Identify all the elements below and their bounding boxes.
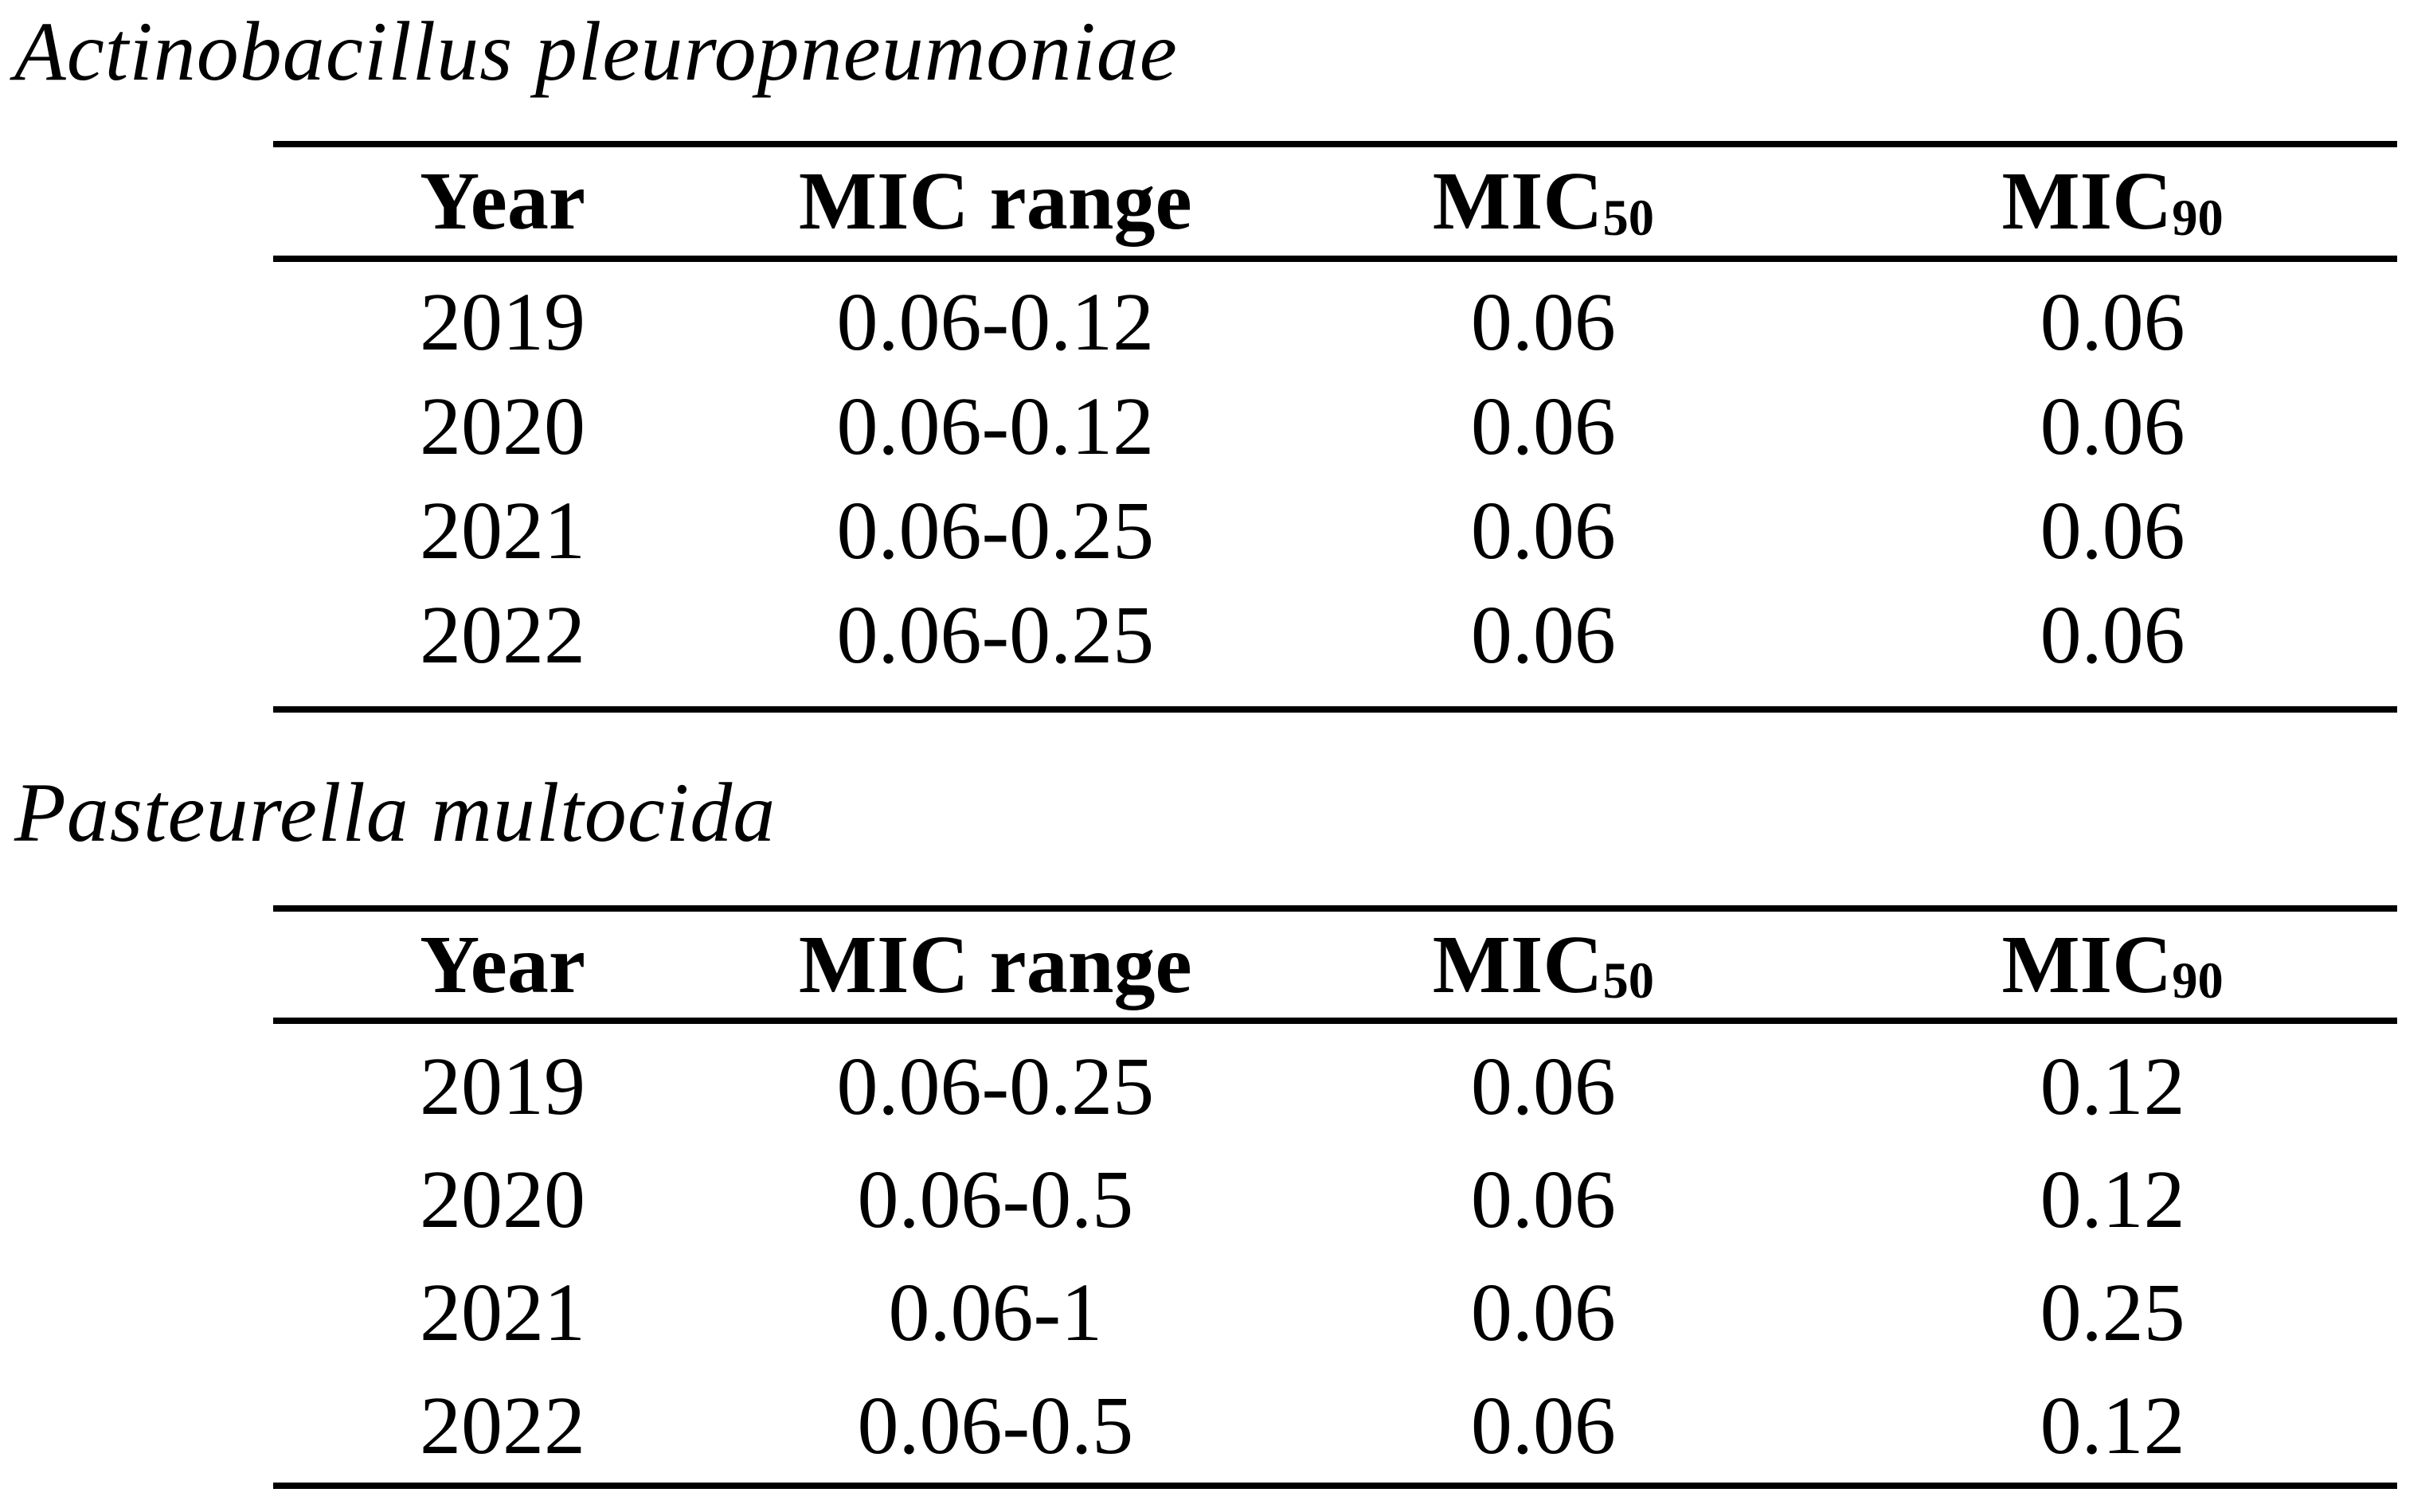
column-header-year: Year — [420, 155, 585, 247]
table-row: 2021 0.06-1 0.06 0.25 — [273, 1256, 2397, 1369]
column-header-mic50: MIC50 — [1258, 923, 1828, 1010]
mic90-cell: 0.25 — [2040, 1267, 2185, 1358]
mic50-subscript: 50 — [1602, 189, 1654, 246]
mic50-subscript: 50 — [1602, 952, 1654, 1010]
table-row: 2020 0.06-0.12 0.06 0.06 — [273, 374, 2397, 479]
species-title-actinobacillus: Actinobacillus pleuropneumoniae — [14, 5, 1178, 98]
table-header-row: Year MIC range MIC50 MIC90 — [273, 147, 2397, 256]
mic-table-pasteurella: Year MIC range MIC50 MIC90 2019 0.06-0.2… — [273, 905, 2397, 1489]
column-header-mic-range: MIC range — [798, 155, 1192, 247]
mic90-cell: 0.06 — [2040, 380, 2185, 472]
mic-range-cell: 0.06-0.12 — [836, 380, 1155, 472]
mic50-cell: 0.06 — [1470, 484, 1616, 576]
table-row: 2022 0.06-0.25 0.06 0.06 — [273, 583, 2397, 687]
mic90-cell: 0.06 — [2040, 588, 2185, 681]
mic90-cell: 0.06 — [2040, 275, 2185, 368]
table-row: 2019 0.06-0.12 0.06 0.06 — [273, 270, 2397, 374]
year-cell: 2021 — [420, 1267, 586, 1358]
mic-range-cell: 0.06-0.5 — [857, 1154, 1134, 1245]
mic90-cell: 0.12 — [2040, 1041, 2185, 1132]
table-rule-top — [273, 905, 2397, 912]
mic90-subscript: 90 — [2172, 952, 2224, 1010]
mic-range-cell: 0.06-0.25 — [836, 1041, 1155, 1132]
mic90-cell: 0.12 — [2040, 1380, 2185, 1471]
year-cell: 2022 — [420, 588, 586, 681]
table-row: 2022 0.06-0.5 0.06 0.12 — [273, 1369, 2397, 1483]
mic-range-cell: 0.06-0.12 — [836, 275, 1155, 368]
year-cell: 2020 — [420, 380, 586, 472]
table-rule-bottom — [273, 706, 2397, 713]
table-row: 2019 0.06-0.25 0.06 0.12 — [273, 1030, 2397, 1143]
table-rule-bottom — [273, 1483, 2397, 1489]
table-header-row: Year MIC range MIC50 MIC90 — [273, 912, 2397, 1018]
table-rule-top — [273, 141, 2397, 147]
column-header-mic90: MIC90 — [1828, 160, 2397, 246]
column-header-mic-range: MIC range — [798, 918, 1192, 1010]
mic50-cell: 0.06 — [1470, 1267, 1616, 1358]
year-cell: 2019 — [420, 275, 586, 368]
mic-range-cell: 0.06-0.25 — [836, 484, 1155, 576]
mic-range-cell: 0.06-1 — [888, 1267, 1103, 1358]
mic50-cell: 0.06 — [1470, 1380, 1616, 1471]
table-rule-header-separator — [273, 256, 2397, 262]
mic50-base: MIC — [1432, 155, 1603, 247]
mic50-cell: 0.06 — [1470, 380, 1616, 472]
table-row: 2021 0.06-0.25 0.06 0.06 — [273, 479, 2397, 583]
year-cell: 2022 — [420, 1380, 586, 1471]
mic90-cell: 0.06 — [2040, 484, 2185, 576]
mic90-base: MIC — [2001, 918, 2173, 1010]
mic50-cell: 0.06 — [1470, 1154, 1616, 1245]
mic-range-cell: 0.06-0.5 — [857, 1380, 1134, 1471]
table-row: 2020 0.06-0.5 0.06 0.12 — [273, 1143, 2397, 1256]
mic-table-actinobacillus: Year MIC range MIC50 MIC90 2019 0.06-0.1… — [273, 141, 2397, 713]
table-rule-header-separator — [273, 1018, 2397, 1024]
mic-range-cell: 0.06-0.25 — [836, 588, 1155, 681]
year-cell: 2021 — [420, 484, 586, 576]
year-cell: 2020 — [420, 1154, 586, 1245]
mic90-base: MIC — [2001, 155, 2173, 247]
table-body: 2019 0.06-0.12 0.06 0.06 2020 0.06-0.12 … — [273, 262, 2397, 706]
column-header-mic50: MIC50 — [1258, 160, 1828, 246]
mic50-cell: 0.06 — [1470, 1041, 1616, 1132]
year-cell: 2019 — [420, 1041, 586, 1132]
mic50-cell: 0.06 — [1470, 588, 1616, 681]
table-body: 2019 0.06-0.25 0.06 0.12 2020 0.06-0.5 0… — [273, 1024, 2397, 1483]
species-title-pasteurella: Pasteurella multocida — [14, 766, 776, 859]
mic50-base: MIC — [1432, 918, 1603, 1010]
mic90-cell: 0.12 — [2040, 1154, 2185, 1245]
column-header-year: Year — [420, 918, 585, 1010]
mic50-cell: 0.06 — [1470, 275, 1616, 368]
column-header-mic90: MIC90 — [1828, 923, 2397, 1010]
mic90-subscript: 90 — [2172, 189, 2224, 246]
